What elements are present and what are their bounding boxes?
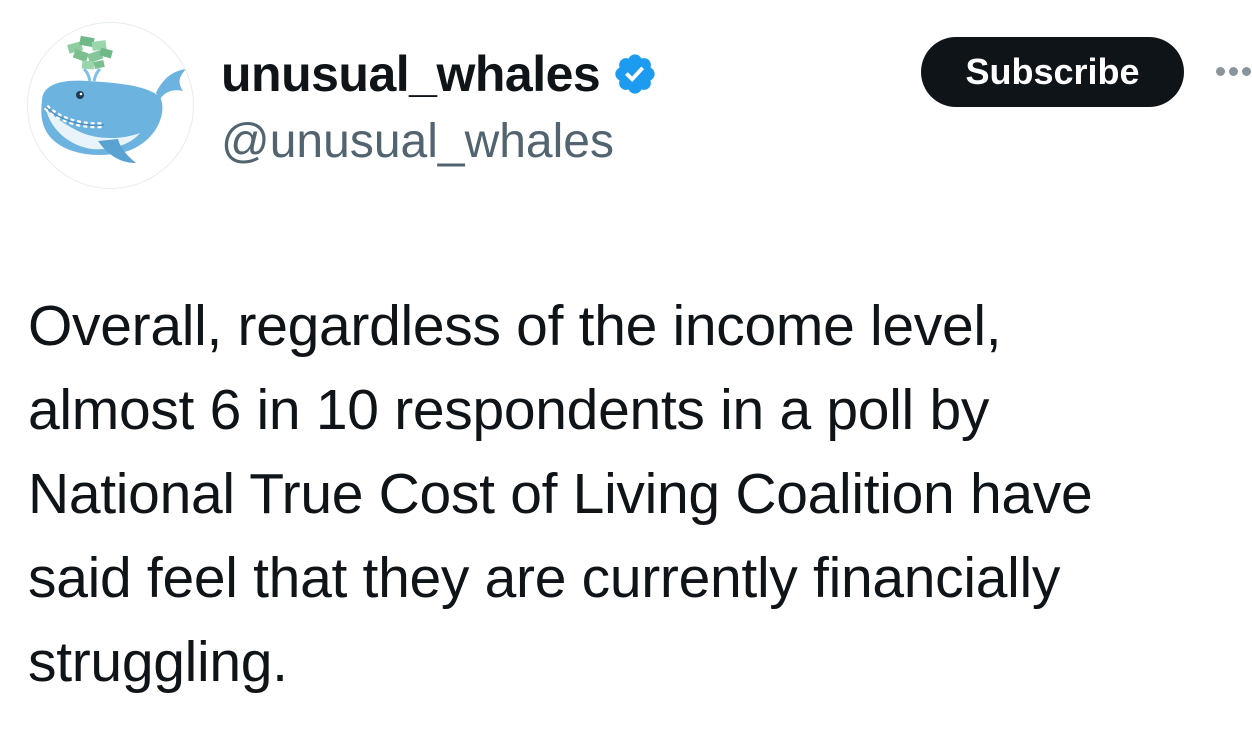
author-name-row: unusual_whales (221, 44, 658, 104)
avatar[interactable] (27, 22, 194, 189)
verified-badge-icon[interactable] (612, 51, 658, 97)
more-dot (1216, 67, 1225, 76)
subscribe-button[interactable]: Subscribe (921, 37, 1184, 107)
author-display-name[interactable]: unusual_whales (221, 46, 601, 102)
whale-with-money-icon (41, 35, 186, 163)
more-dots-icon[interactable] (1212, 60, 1252, 84)
author-handle[interactable]: @unusual_whales (221, 115, 614, 168)
tweet-text: Overall, regardless of the income level,… (28, 294, 1093, 694)
tweet-header: unusual_whales @unusual_whales Subscribe (0, 0, 1252, 200)
more-dot (1242, 67, 1251, 76)
more-dot (1229, 67, 1238, 76)
